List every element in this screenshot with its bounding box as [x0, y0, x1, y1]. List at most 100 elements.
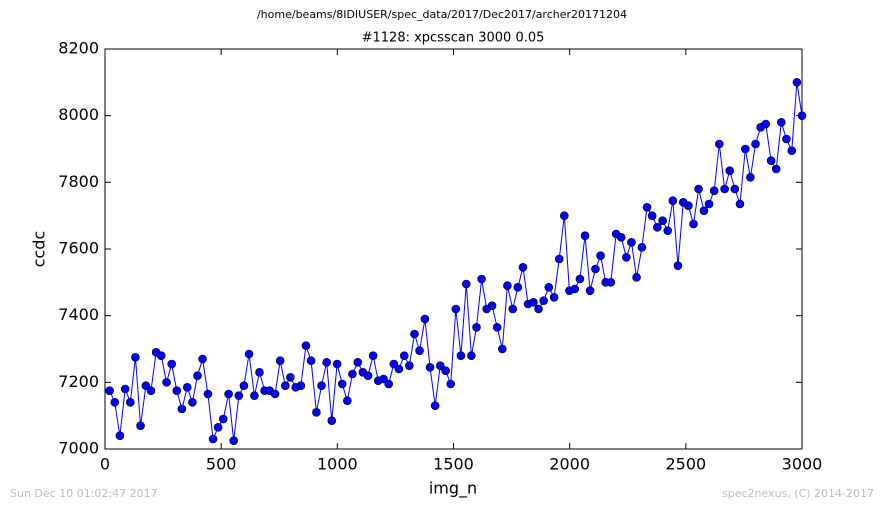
- data-point: [193, 371, 202, 380]
- data-point: [363, 371, 373, 380]
- y-tick-label: 7200: [58, 372, 99, 391]
- data-point: [286, 373, 295, 382]
- data-point: [694, 184, 703, 194]
- x-axis-label: img_n: [429, 479, 477, 499]
- data-point: [741, 144, 750, 154]
- data-point: [337, 379, 347, 389]
- data-point: [467, 351, 476, 360]
- data-point: [353, 358, 363, 367]
- data-point: [782, 134, 791, 144]
- data-point: [591, 264, 600, 274]
- data-point: [188, 398, 197, 407]
- data-point: [105, 386, 114, 395]
- data-point: [637, 243, 647, 252]
- data-point: [182, 383, 192, 392]
- data-point: [492, 323, 502, 332]
- data-point: [203, 389, 213, 399]
- x-tick-label: 500: [206, 455, 237, 474]
- plot-frame: [104, 48, 803, 450]
- data-point: [141, 381, 151, 390]
- data-point: [735, 199, 745, 209]
- data-point: [508, 304, 518, 314]
- data-point: [699, 206, 709, 215]
- data-point: [296, 381, 306, 390]
- data-point: [301, 341, 311, 350]
- data-point: [224, 389, 233, 399]
- x-tick-label: 2000: [549, 455, 590, 474]
- data-point: [213, 423, 223, 432]
- data-point: [441, 366, 450, 375]
- data-point: [389, 359, 399, 369]
- data-point: [792, 78, 802, 87]
- data-point: [627, 238, 636, 247]
- y-tick-label: 8000: [58, 105, 99, 124]
- data-point: [255, 368, 264, 377]
- data-point: [332, 359, 342, 369]
- data-point: [322, 358, 331, 367]
- data-point: [580, 231, 590, 240]
- data-point: [280, 381, 290, 390]
- data-point: [162, 378, 171, 387]
- x-tick-label: 3000: [782, 455, 823, 474]
- data-point: [730, 184, 740, 194]
- data-point: [544, 283, 554, 292]
- data-point: [652, 223, 662, 232]
- data-point: [394, 364, 404, 374]
- data-point: [709, 186, 719, 195]
- data-point: [596, 251, 605, 260]
- data-point: [446, 379, 456, 389]
- data-point: [622, 253, 631, 262]
- chart-title: #1128: xpcsscan 3000 0.05: [362, 31, 545, 46]
- data-point: [198, 354, 207, 364]
- data-point: [513, 283, 523, 292]
- data-point: [585, 286, 595, 295]
- data-point: [115, 431, 125, 440]
- data-point: [461, 279, 471, 289]
- data-point: [348, 369, 357, 379]
- y-tick-label: 7400: [58, 305, 99, 324]
- data-point: [632, 273, 641, 282]
- data-point: [430, 401, 440, 410]
- data-point: [616, 233, 626, 242]
- footer-left: Sun Dec 10 01:02:47 2017: [10, 487, 158, 500]
- data-point: [156, 351, 166, 360]
- footer-right: spec2nexus, (C) 2014-2017: [722, 487, 874, 500]
- data-point: [208, 434, 218, 444]
- data-point: [539, 296, 548, 305]
- data-point: [327, 416, 337, 425]
- data-point: [234, 391, 244, 400]
- data-point: [497, 344, 507, 354]
- data-point: [689, 219, 698, 229]
- data-point: [606, 278, 616, 287]
- data-point: [673, 261, 683, 270]
- x-tick-label: 1500: [433, 455, 474, 474]
- data-point: [399, 351, 409, 360]
- y-tick-label: 7800: [58, 172, 99, 191]
- data-point: [343, 396, 352, 405]
- data-point: [312, 408, 321, 417]
- data-point: [167, 359, 176, 369]
- data-point: [177, 404, 187, 414]
- data-point: [218, 414, 228, 424]
- suptitle: /home/beams/8IDIUSER/spec_data/2017/Dec2…: [257, 8, 627, 21]
- data-point: [560, 211, 569, 220]
- y-axis-label: ccdc: [30, 231, 49, 268]
- data-point: [642, 203, 652, 212]
- data-point: [435, 361, 445, 370]
- data-point: [647, 211, 657, 220]
- data-point: [684, 201, 693, 210]
- data-point: [714, 139, 724, 149]
- data-point: [554, 254, 564, 264]
- data-point: [487, 301, 497, 310]
- data-point: [787, 146, 797, 155]
- data-point: [720, 184, 729, 194]
- data-point: [420, 314, 430, 324]
- data-point: [270, 389, 280, 399]
- data-point: [275, 356, 285, 365]
- data-point: [746, 173, 755, 182]
- data-point: [751, 139, 760, 149]
- data-point: [425, 363, 435, 372]
- data-point: [126, 398, 135, 407]
- data-point: [704, 199, 714, 209]
